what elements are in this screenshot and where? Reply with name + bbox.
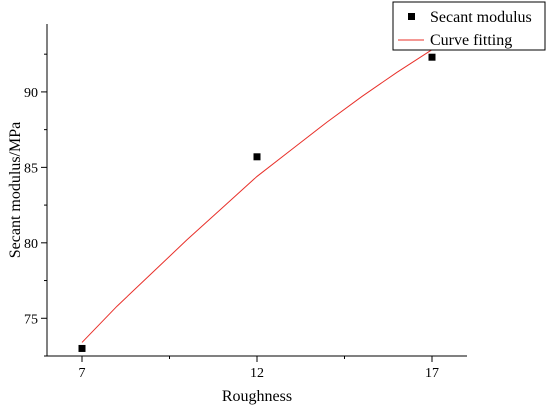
data-point-7 [78,344,86,352]
legend-label-secant-modulus: Secant modulus [430,9,532,26]
ticks: 7 12 17 75 80 85 90 [24,53,439,381]
x-tick-label-7: 7 [79,366,86,381]
y-axis-label: Secant modulus/MPa [7,122,24,258]
x-tick-label-17: 17 [425,366,439,381]
legend-label-curve-fitting: Curve fitting [430,32,512,49]
data-point-12 [253,153,261,161]
legend-box [392,1,546,51]
curve-fitting-line [81,49,433,343]
plot-area [78,49,436,352]
y-tick-label-80: 80 [24,237,38,252]
data-point-17 [428,53,436,61]
x-axis-label: Roughness [222,388,292,405]
y-tick-label-90: 90 [24,86,38,101]
legend: Secant modulus Curve fitting [392,1,546,51]
y-tick-label-85: 85 [24,161,38,176]
x-tick-label-12: 12 [250,366,264,381]
y-tick-label-75: 75 [24,312,38,327]
legend-marker-secant-modulus [408,13,415,20]
axes [46,24,467,357]
